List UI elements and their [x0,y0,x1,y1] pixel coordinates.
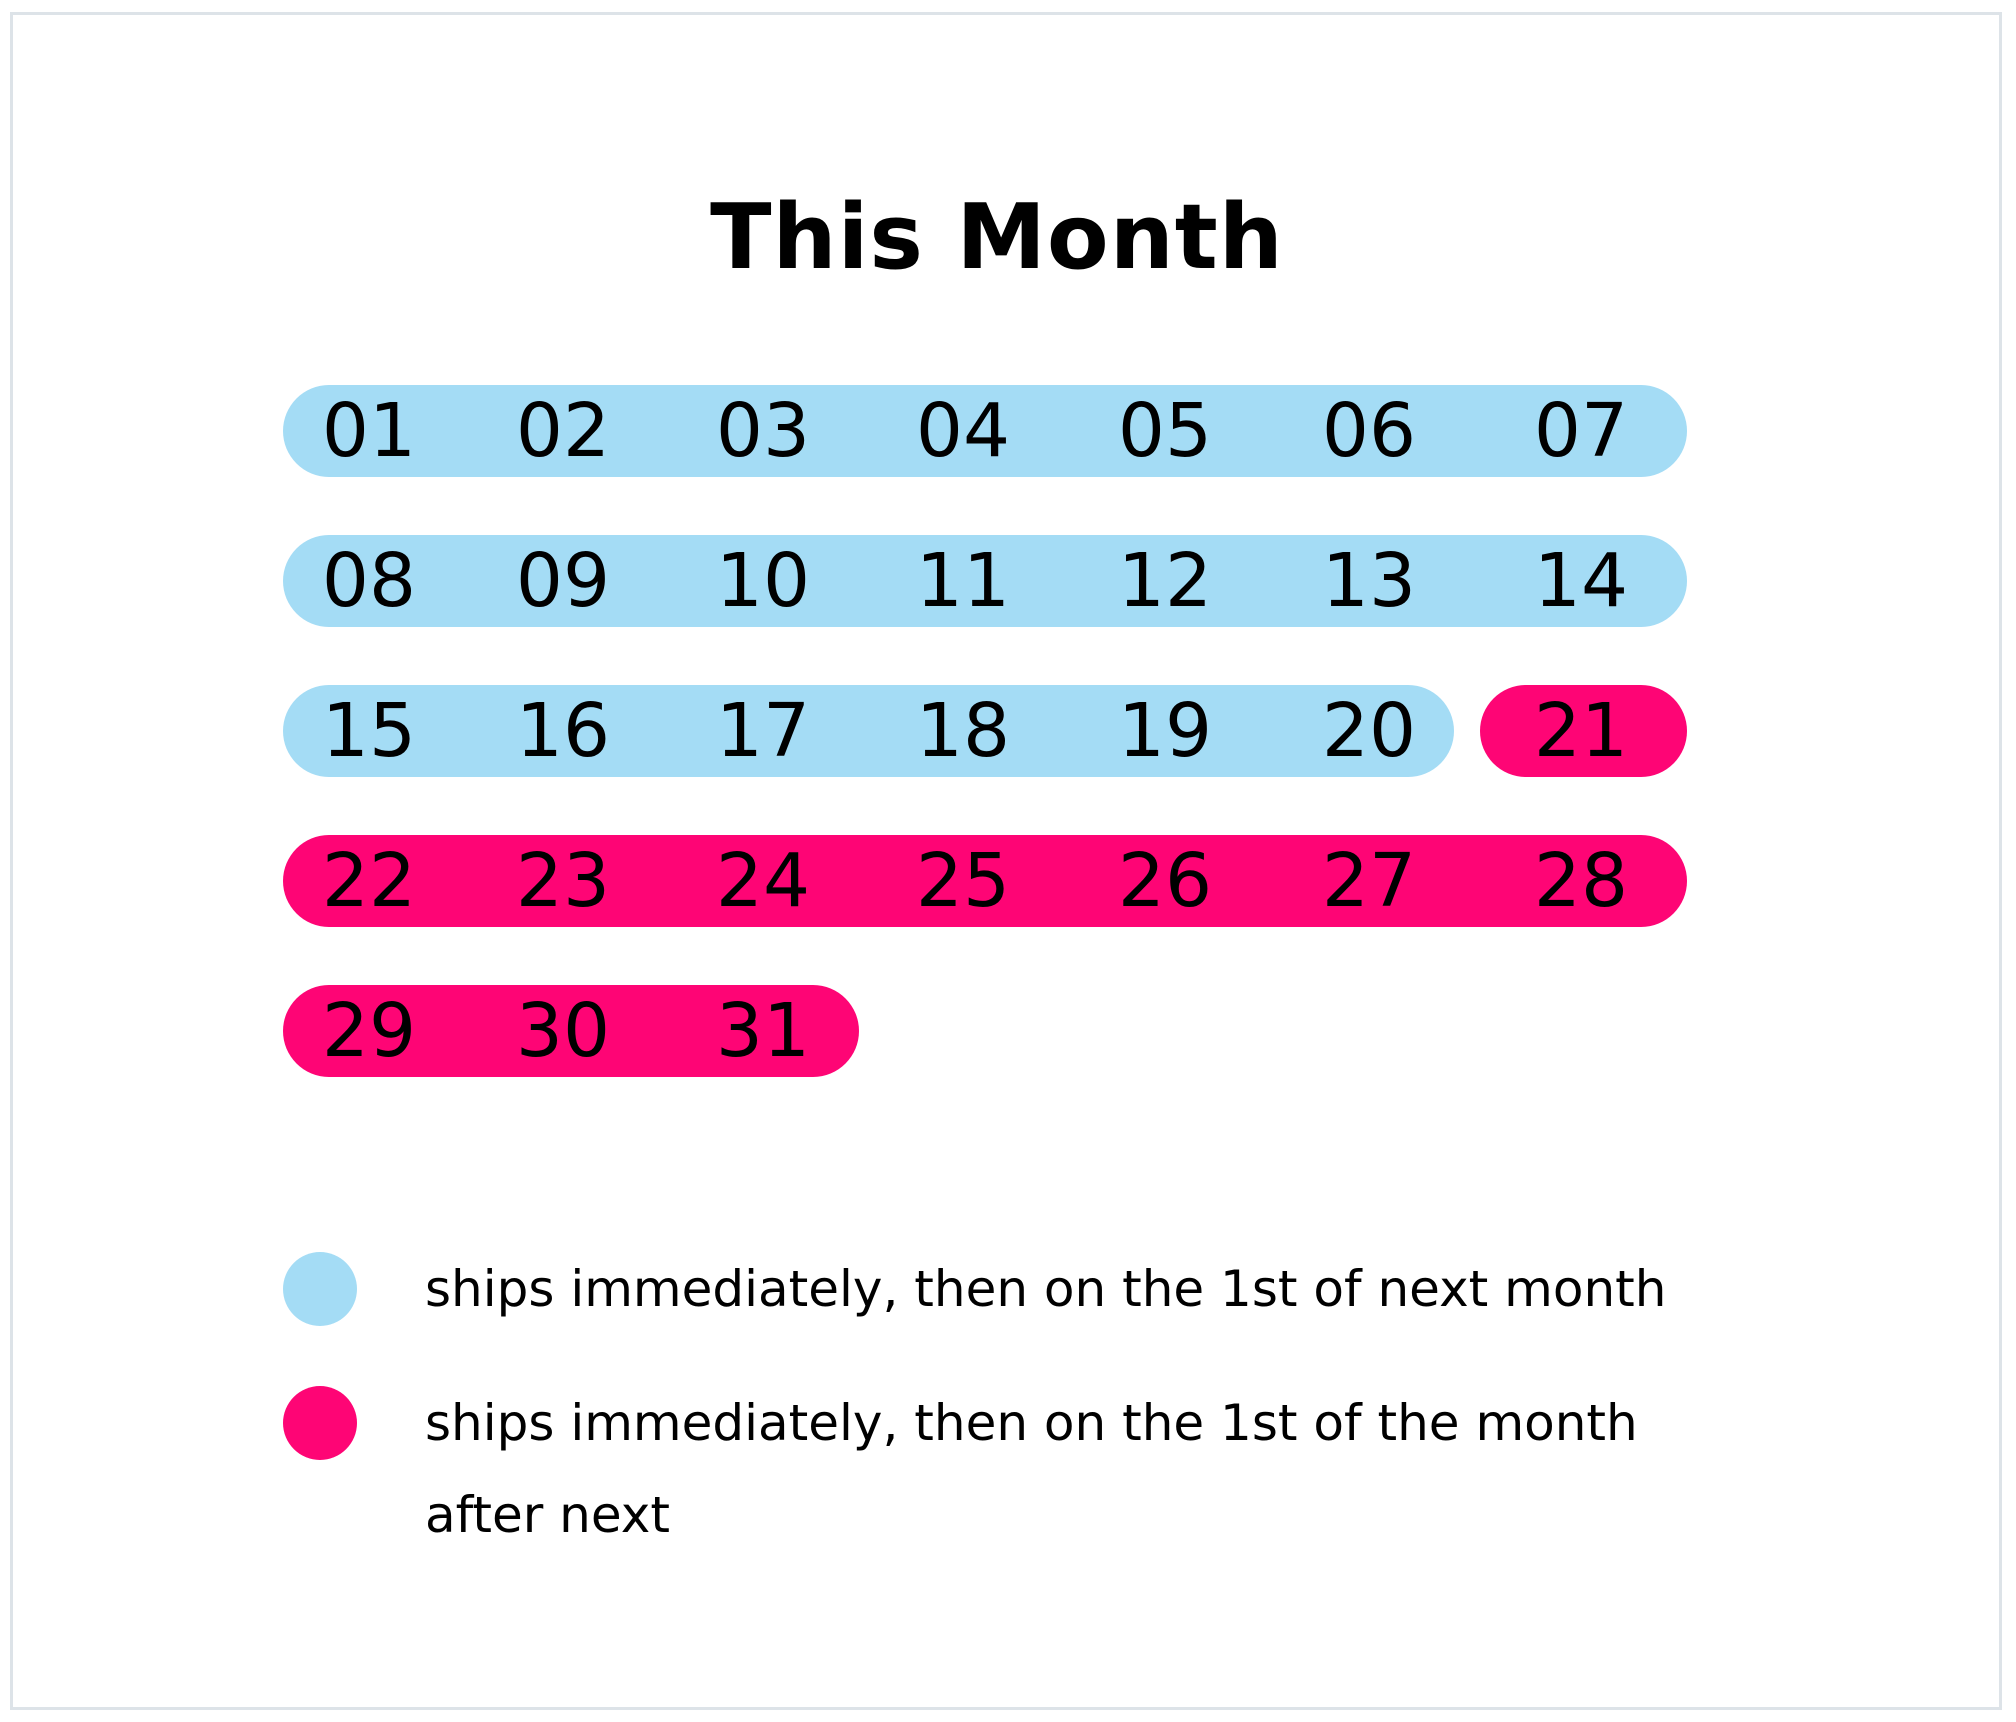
day-24: 24 [715,838,811,924]
day-08: 08 [321,538,417,624]
day-03: 03 [715,388,811,474]
day-21: 21 [1533,688,1629,774]
day-11: 11 [915,538,1011,624]
diagram-title: This Month [710,185,1284,290]
day-group-next-month-2 [283,535,1687,627]
legend-label-next-month: ships immediately, then on the 1st of ne… [425,1260,1667,1318]
day-27: 27 [1321,838,1417,924]
legend-swatch-next-month [283,1252,357,1326]
legend-swatch-month-after-next [283,1386,357,1460]
day-09: 09 [515,538,611,624]
day-13: 13 [1321,538,1417,624]
day-17: 17 [715,688,811,774]
day-01: 01 [321,388,417,474]
day-28: 28 [1533,838,1629,924]
day-group-month-after-next-4 [1480,685,1687,777]
day-20: 20 [1321,688,1417,774]
day-14: 14 [1533,538,1629,624]
day-05: 05 [1117,388,1213,474]
day-group-next-month-3 [283,685,1454,777]
day-23: 23 [515,838,611,924]
day-12: 12 [1117,538,1213,624]
day-02: 02 [515,388,611,474]
day-07: 07 [1533,388,1629,474]
day-group-next-month-1 [283,385,1687,477]
day-04: 04 [915,388,1011,474]
day-10: 10 [715,538,811,624]
day-31: 31 [715,988,811,1074]
day-19: 19 [1117,688,1213,774]
day-16: 16 [515,688,611,774]
day-06: 06 [1321,388,1417,474]
day-18: 18 [915,688,1011,774]
day-26: 26 [1117,838,1213,924]
day-group-month-after-next-6 [283,985,859,1077]
day-29: 29 [321,988,417,1074]
day-22: 22 [321,838,417,924]
diagram-frame: This Month 01 02 03 04 05 06 07 08 09 10 11 12 13 14 1… [10,12,2002,1710]
day-25: 25 [915,838,1011,924]
day-15: 15 [321,688,417,774]
legend-label-month-after-next: ships immediately, then on the 1st of th… [425,1394,1638,1544]
day-group-month-after-next-5 [283,835,1687,927]
day-30: 30 [515,988,611,1074]
